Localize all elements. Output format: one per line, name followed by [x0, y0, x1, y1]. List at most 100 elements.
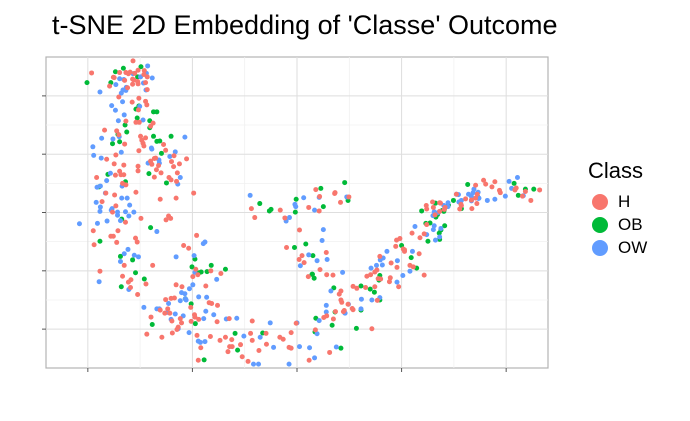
point-ob — [117, 253, 123, 259]
point-h — [341, 307, 347, 313]
point-h — [161, 141, 167, 147]
point-h — [157, 307, 163, 313]
point-h — [151, 174, 157, 180]
point-ow — [93, 199, 99, 205]
point-ow — [99, 135, 105, 141]
point-h — [97, 268, 103, 274]
point-h — [421, 231, 427, 237]
point-ob — [141, 276, 147, 282]
point-h — [432, 212, 438, 218]
point-h — [120, 273, 126, 279]
point-ow — [117, 218, 123, 224]
point-h — [313, 187, 319, 193]
point-ow — [492, 196, 498, 202]
point-ow — [97, 89, 103, 95]
legend-swatch — [592, 239, 608, 256]
point-h — [179, 284, 185, 290]
point-h — [110, 209, 116, 215]
point-h — [363, 285, 369, 291]
point-ow — [431, 223, 437, 229]
point-ow — [107, 170, 113, 176]
point-ow — [301, 195, 307, 201]
point-h — [162, 310, 168, 316]
point-h — [122, 77, 128, 83]
point-h — [114, 239, 120, 245]
point-h — [114, 128, 120, 134]
point-ob — [222, 266, 228, 272]
point-ow — [104, 218, 110, 224]
point-h — [296, 257, 302, 263]
point-ob — [158, 150, 164, 156]
point-ob — [353, 325, 359, 331]
point-h — [194, 232, 200, 238]
point-h — [481, 177, 487, 183]
point-ow — [400, 272, 406, 278]
point-ow — [126, 213, 132, 219]
point-ow — [110, 136, 116, 142]
point-h — [163, 297, 169, 303]
point-ow — [201, 316, 207, 322]
point-h — [537, 187, 543, 193]
point-h — [409, 230, 415, 236]
point-h — [301, 260, 307, 266]
point-h — [116, 132, 122, 138]
point-ow — [131, 209, 137, 215]
point-ob — [465, 182, 471, 188]
point-h — [165, 306, 171, 312]
point-h — [102, 127, 108, 133]
point-h — [424, 206, 430, 212]
point-ow — [394, 258, 400, 264]
legend-label: OB — [618, 214, 643, 234]
point-ob — [342, 180, 348, 186]
point-ow — [177, 175, 183, 181]
point-ob — [358, 283, 364, 289]
point-ob — [331, 285, 337, 291]
point-ow — [267, 320, 273, 326]
point-ob — [110, 141, 116, 147]
point-h — [153, 155, 159, 161]
point-h — [282, 215, 288, 221]
point-ow — [445, 200, 451, 206]
point-ow — [94, 220, 100, 226]
point-h — [186, 245, 192, 251]
point-h — [458, 201, 464, 207]
point-ob — [168, 133, 174, 139]
point-ow — [234, 315, 240, 321]
point-h — [496, 187, 502, 193]
point-h — [103, 190, 109, 196]
point-ow — [179, 290, 185, 296]
point-ow — [430, 227, 436, 233]
point-h — [214, 319, 220, 325]
point-ow — [293, 204, 299, 210]
point-ow — [340, 269, 346, 275]
point-h — [141, 143, 147, 149]
point-ob — [148, 225, 154, 231]
point-h — [89, 70, 95, 76]
point-ow — [202, 239, 208, 245]
point-h — [474, 191, 480, 197]
point-ow — [76, 221, 82, 227]
point-h — [430, 204, 436, 210]
point-h — [473, 195, 479, 201]
point-ob — [204, 269, 210, 275]
point-h — [312, 327, 318, 333]
point-ob — [189, 264, 195, 270]
point-h — [198, 345, 204, 351]
point-ow — [94, 184, 100, 190]
chart-title: t-SNE 2D Embedding of 'Classe' Outcome — [52, 10, 558, 40]
point-h — [256, 348, 262, 354]
point-ob — [232, 330, 238, 336]
point-h — [364, 273, 370, 279]
point-ow — [119, 195, 125, 201]
point-h — [190, 274, 196, 280]
point-h — [130, 58, 136, 64]
point-ow — [113, 82, 119, 88]
point-h — [104, 156, 110, 162]
point-h — [136, 95, 142, 101]
legend-item-ow: OW — [588, 236, 647, 259]
point-h — [346, 194, 352, 200]
point-ow — [117, 258, 123, 264]
point-ow — [323, 302, 329, 308]
point-ow — [358, 306, 364, 312]
point-h — [135, 107, 141, 113]
